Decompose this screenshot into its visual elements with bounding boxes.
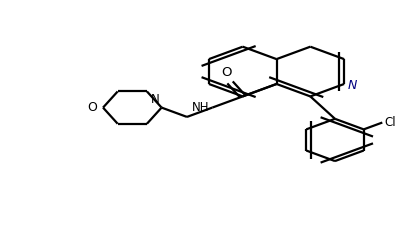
Text: O: O [87, 101, 97, 114]
Text: NH: NH [192, 100, 209, 114]
Text: O: O [222, 66, 232, 79]
Text: N: N [348, 79, 357, 92]
Text: N: N [151, 93, 160, 106]
Text: Cl: Cl [384, 116, 396, 129]
